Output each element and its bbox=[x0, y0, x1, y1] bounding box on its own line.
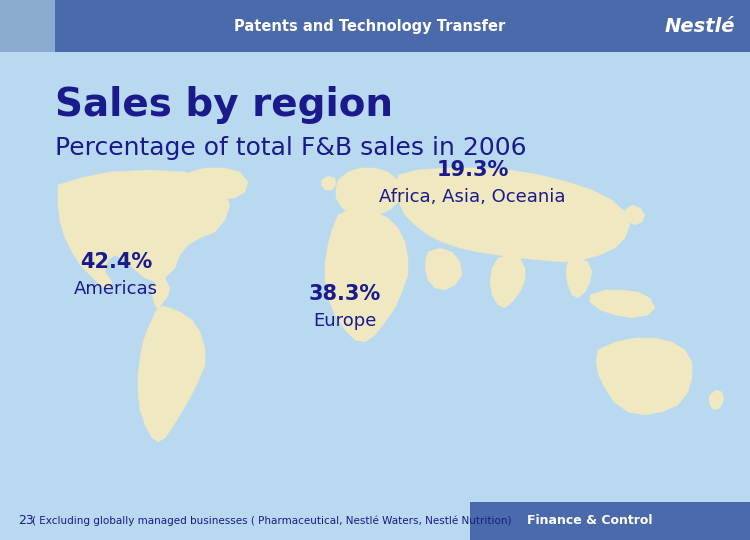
FancyBboxPatch shape bbox=[470, 502, 750, 540]
Polygon shape bbox=[152, 278, 170, 310]
Text: Europe: Europe bbox=[314, 312, 376, 330]
Polygon shape bbox=[624, 205, 645, 225]
Text: Africa, Asia, Oceania: Africa, Asia, Oceania bbox=[380, 188, 566, 206]
Text: Nestlé: Nestlé bbox=[664, 17, 735, 36]
Polygon shape bbox=[190, 168, 248, 200]
Polygon shape bbox=[58, 170, 230, 290]
Polygon shape bbox=[398, 168, 630, 262]
FancyBboxPatch shape bbox=[0, 0, 55, 52]
Text: Percentage of total F&B sales in 2006: Percentage of total F&B sales in 2006 bbox=[55, 136, 526, 160]
Polygon shape bbox=[566, 258, 592, 298]
Polygon shape bbox=[590, 290, 655, 318]
Polygon shape bbox=[709, 390, 724, 410]
Text: Sales by region: Sales by region bbox=[55, 86, 393, 124]
Polygon shape bbox=[425, 248, 462, 290]
Text: Patents and Technology Transfer: Patents and Technology Transfer bbox=[234, 18, 506, 33]
Polygon shape bbox=[138, 306, 205, 442]
Text: 38.3%: 38.3% bbox=[309, 284, 381, 305]
Polygon shape bbox=[325, 210, 408, 342]
Text: Finance & Control: Finance & Control bbox=[527, 515, 652, 528]
Text: 23: 23 bbox=[18, 515, 34, 528]
Polygon shape bbox=[490, 255, 525, 308]
Text: ( Excluding globally managed businesses ( Pharmaceutical, Nestlé Waters, Nestlé : ( Excluding globally managed businesses … bbox=[32, 516, 512, 526]
Text: 19.3%: 19.3% bbox=[436, 160, 508, 180]
Polygon shape bbox=[596, 338, 692, 415]
Polygon shape bbox=[336, 168, 402, 218]
Text: 42.4%: 42.4% bbox=[80, 252, 152, 272]
FancyBboxPatch shape bbox=[55, 0, 750, 52]
Text: Americas: Americas bbox=[74, 280, 158, 298]
Polygon shape bbox=[321, 176, 336, 190]
